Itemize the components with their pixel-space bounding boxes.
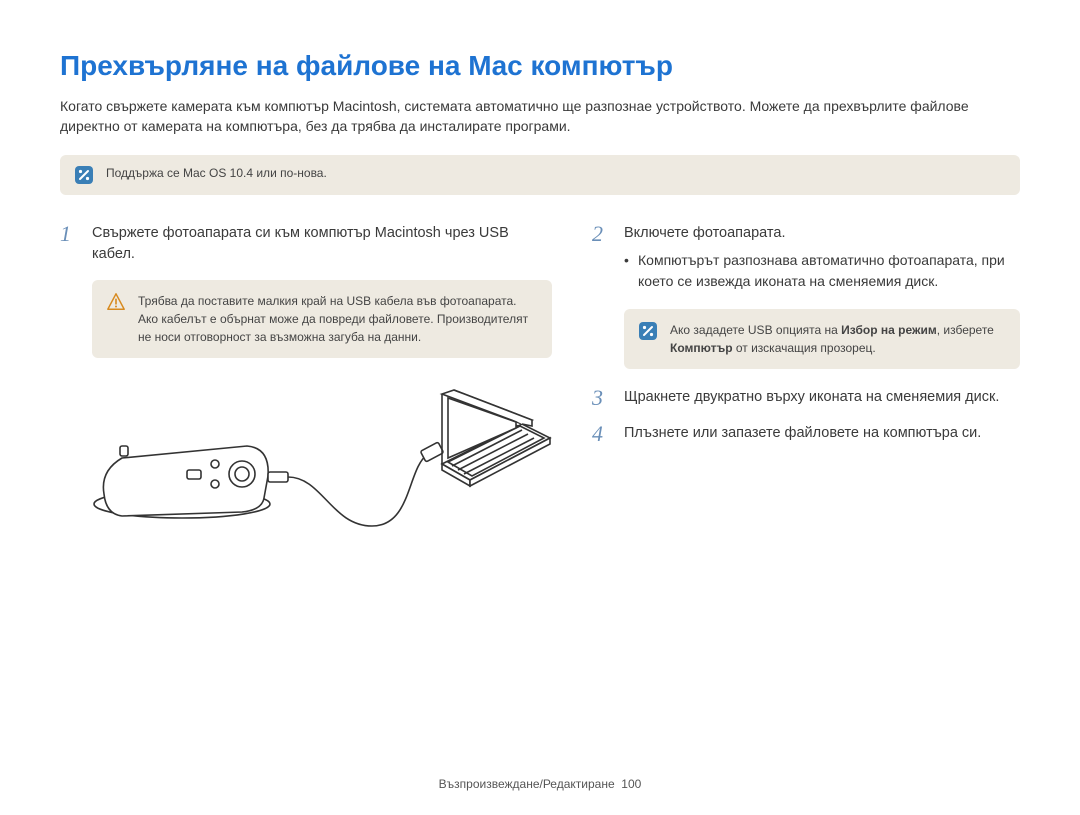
top-note-box: Поддържа се Mac OS 10.4 или по-нова. (60, 155, 1020, 195)
step-2-text: Включете фотоапарата. (624, 223, 1020, 245)
note-2-text: Ако зададете USB опцията на Избор на реж… (670, 321, 1006, 357)
step-4-number: 4 (592, 423, 610, 445)
usb-connection-illustration (92, 376, 552, 536)
note-box-2: Ако зададете USB опцията на Избор на реж… (624, 309, 1020, 369)
left-column: 1 Свържете фотоапарата си към компютър M… (60, 223, 552, 537)
right-column: 2 Включете фотоапарата. Компютърът разпо… (592, 223, 1020, 537)
step-2: 2 Включете фотоапарата. Компютърът разпо… (592, 223, 1020, 295)
top-note-text: Поддържа се Mac OS 10.4 или по-нова. (106, 165, 327, 182)
info-icon (638, 321, 658, 341)
step-2-number: 2 (592, 223, 610, 295)
info-icon (74, 165, 94, 185)
step-3-text: Щракнете двукратно върху иконата на смен… (624, 387, 1020, 409)
page-footer: Възпроизвеждане/Редактиране 100 (0, 777, 1080, 791)
step-1: 1 Свържете фотоапарата си към компютър M… (60, 223, 552, 267)
step-4-text: Плъзнете или запазете файловете на компю… (624, 423, 1020, 445)
warning-text: Трябва да поставите малкия край на USB к… (138, 292, 538, 346)
intro-paragraph: Когато свържете камерата към компютър Ma… (60, 96, 1020, 137)
warning-box: Трябва да поставите малкия край на USB к… (92, 280, 552, 358)
step-3: 3 Щракнете двукратно върху иконата на см… (592, 387, 1020, 409)
step-1-number: 1 (60, 223, 78, 267)
step-3-number: 3 (592, 387, 610, 409)
step-4: 4 Плъзнете или запазете файловете на ком… (592, 423, 1020, 445)
footer-section-label: Възпроизвеждане/Редактиране (439, 777, 615, 791)
step-1-text: Свържете фотоапарата си към компютър Mac… (92, 223, 552, 267)
step-2-bullet: Компютърът разпознава автоматично фотоап… (624, 250, 1020, 291)
footer-page-number: 100 (621, 777, 641, 791)
warning-icon (106, 292, 126, 312)
page-title: Прехвърляне на файлове на Mac компютър (60, 50, 1020, 82)
